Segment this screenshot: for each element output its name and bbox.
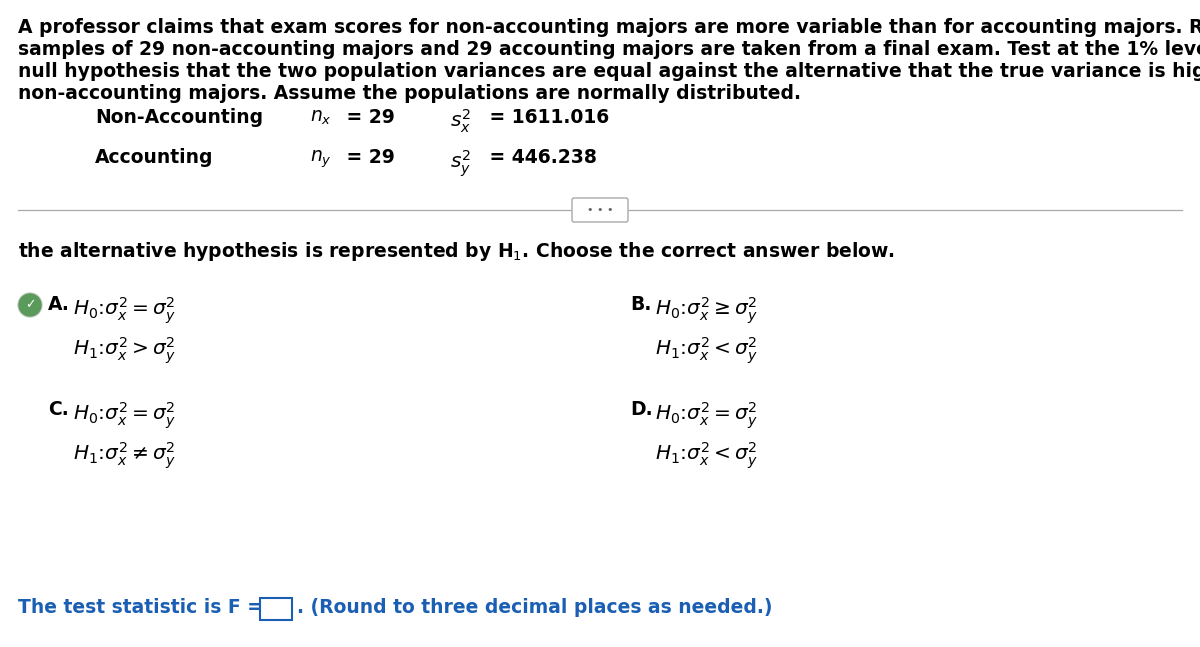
Text: null hypothesis that the two population variances are equal against the alternat: null hypothesis that the two population … bbox=[18, 62, 1200, 81]
Text: $s^2_y$: $s^2_y$ bbox=[450, 148, 472, 179]
Text: $H_1\colon \sigma_x^2 > \sigma_y^2$: $H_1\colon \sigma_x^2 > \sigma_y^2$ bbox=[73, 335, 175, 366]
Text: The test statistic is F =: The test statistic is F = bbox=[18, 598, 263, 617]
Text: $n_y$: $n_y$ bbox=[310, 148, 332, 170]
Text: . (Round to three decimal places as needed.): . (Round to three decimal places as need… bbox=[298, 598, 773, 617]
Text: $H_1\colon \sigma_x^2 < \sigma_y^2$: $H_1\colon \sigma_x^2 < \sigma_y^2$ bbox=[655, 335, 757, 366]
Text: $H_0\colon \sigma_x^2 = \sigma_y^2$: $H_0\colon \sigma_x^2 = \sigma_y^2$ bbox=[73, 295, 175, 325]
Text: samples of 29 non-accounting majors and 29 accounting majors are taken from a fi: samples of 29 non-accounting majors and … bbox=[18, 40, 1200, 59]
Text: $n_x$: $n_x$ bbox=[310, 108, 331, 127]
Text: ✓: ✓ bbox=[25, 298, 35, 311]
Text: A.: A. bbox=[48, 295, 70, 314]
Text: • • •: • • • bbox=[587, 205, 613, 215]
Text: non-accounting majors. Assume the populations are normally distributed.: non-accounting majors. Assume the popula… bbox=[18, 84, 802, 103]
FancyBboxPatch shape bbox=[260, 598, 292, 620]
Text: $H_0\colon \sigma_x^2 \geq \sigma_y^2$: $H_0\colon \sigma_x^2 \geq \sigma_y^2$ bbox=[655, 295, 757, 325]
Text: = 29: = 29 bbox=[340, 108, 395, 127]
Text: D.: D. bbox=[630, 400, 653, 419]
Text: Non-Accounting: Non-Accounting bbox=[95, 108, 263, 127]
Text: = 446.238: = 446.238 bbox=[482, 148, 596, 167]
Text: the alternative hypothesis is represented by H$_1$. Choose the correct answer be: the alternative hypothesis is represente… bbox=[18, 240, 895, 263]
Circle shape bbox=[19, 294, 41, 316]
Text: $H_1\colon \sigma_x^2 < \sigma_y^2$: $H_1\colon \sigma_x^2 < \sigma_y^2$ bbox=[655, 440, 757, 470]
FancyBboxPatch shape bbox=[572, 198, 628, 222]
Text: = 29: = 29 bbox=[340, 148, 395, 167]
Circle shape bbox=[18, 293, 42, 317]
Text: $H_0\colon \sigma_x^2 = \sigma_y^2$: $H_0\colon \sigma_x^2 = \sigma_y^2$ bbox=[655, 400, 757, 431]
Text: B.: B. bbox=[630, 295, 652, 314]
Text: $s^2_x$: $s^2_x$ bbox=[450, 108, 470, 135]
Text: C.: C. bbox=[48, 400, 68, 419]
Text: = 1611.016: = 1611.016 bbox=[482, 108, 610, 127]
Text: $H_0\colon \sigma_x^2 = \sigma_y^2$: $H_0\colon \sigma_x^2 = \sigma_y^2$ bbox=[73, 400, 175, 431]
Text: Accounting: Accounting bbox=[95, 148, 214, 167]
Text: A professor claims that exam scores for non-accounting majors are more variable : A professor claims that exam scores for … bbox=[18, 18, 1200, 37]
Text: $H_1\colon \sigma_x^2 \neq \sigma_y^2$: $H_1\colon \sigma_x^2 \neq \sigma_y^2$ bbox=[73, 440, 175, 470]
